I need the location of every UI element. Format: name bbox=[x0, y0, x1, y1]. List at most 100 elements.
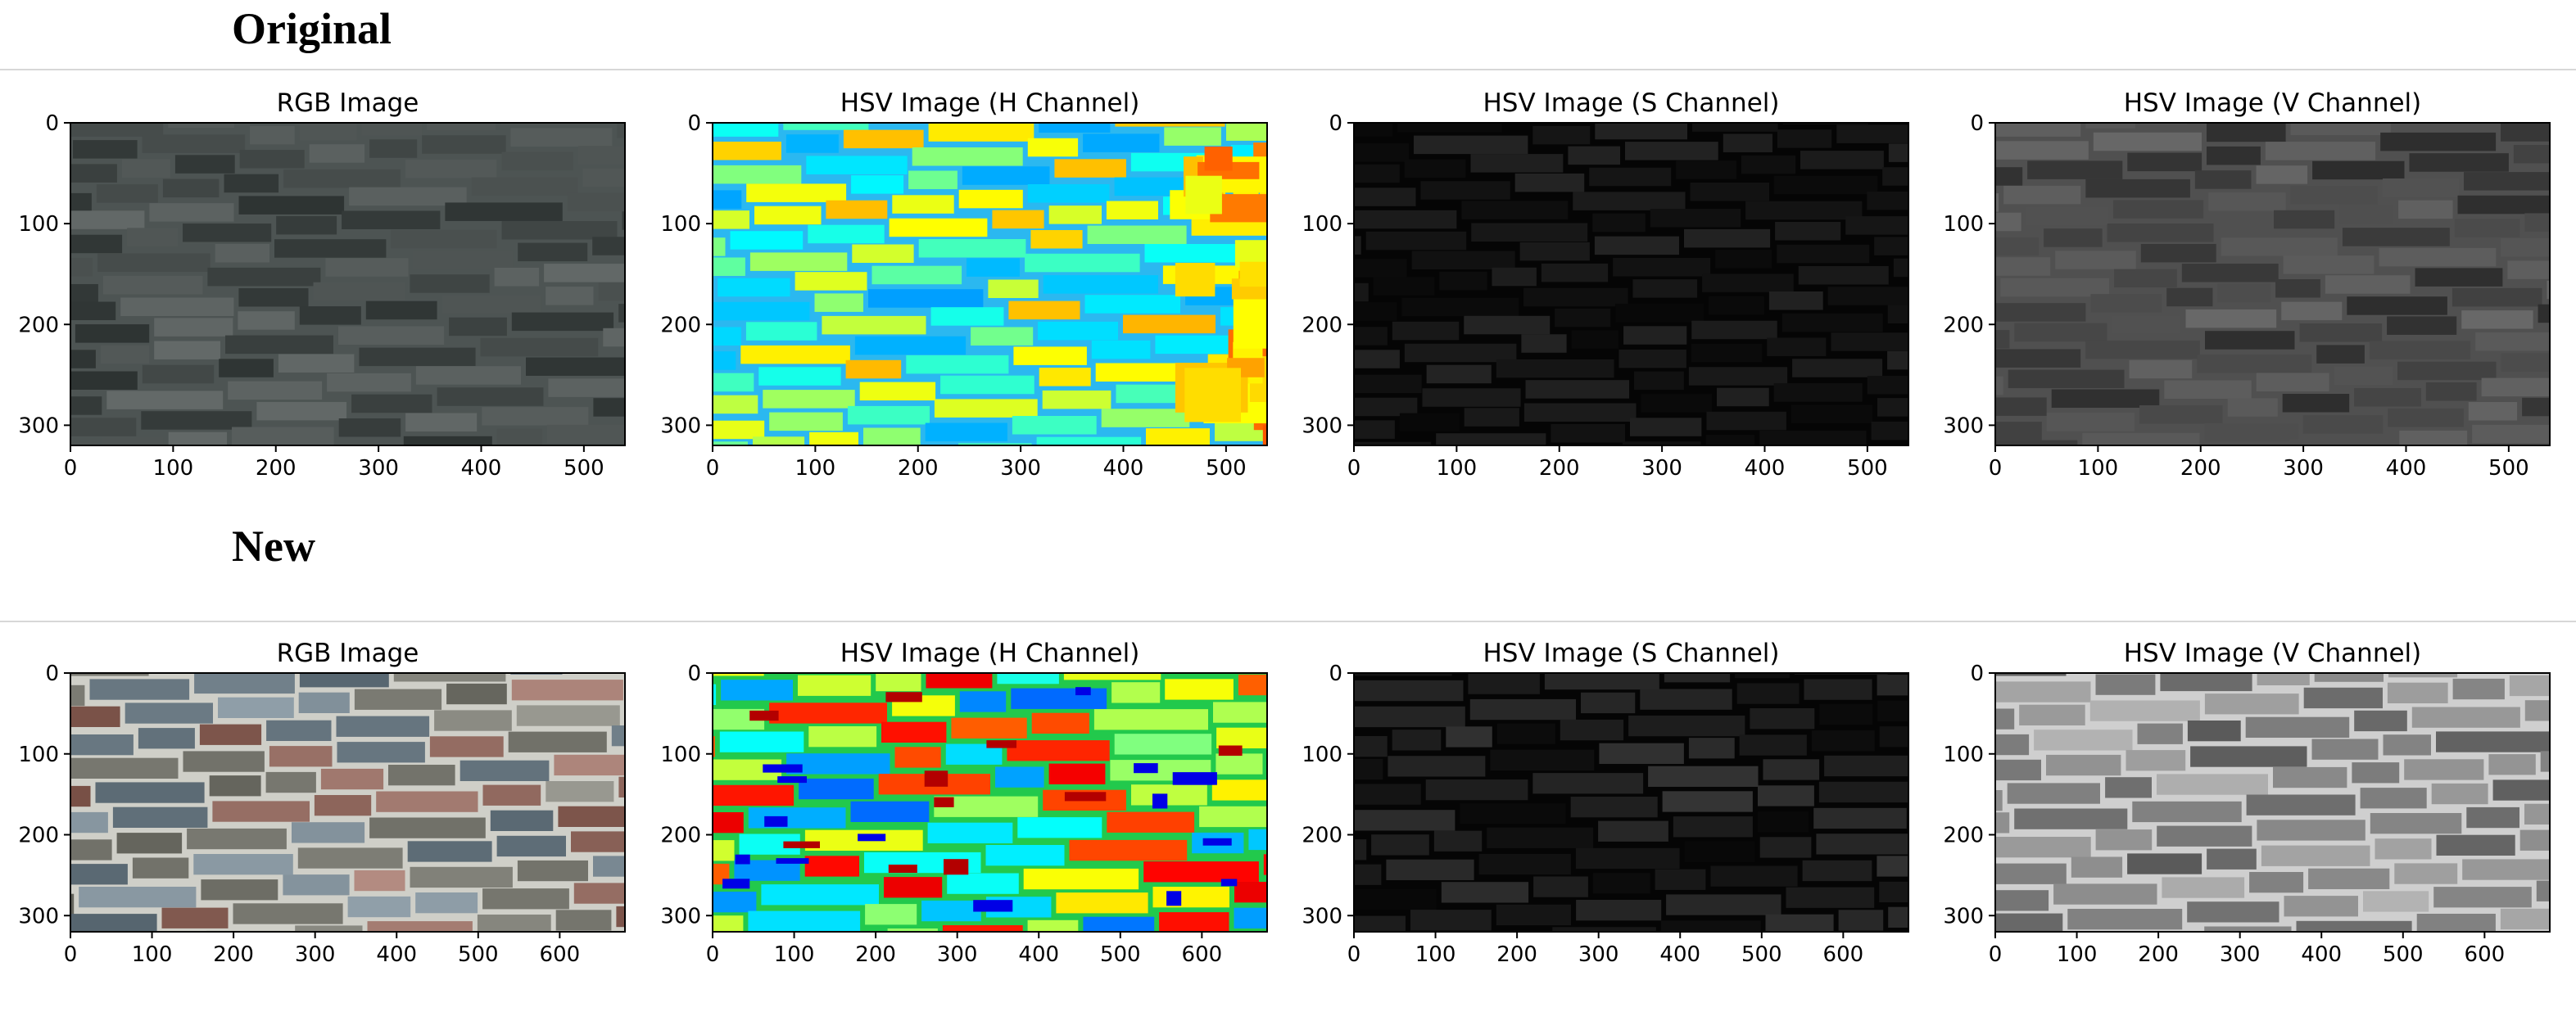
axes-frame bbox=[70, 122, 626, 446]
y-tick-label: 0 bbox=[45, 111, 59, 136]
y-tick-label: 200 bbox=[1943, 313, 1984, 337]
x-tick-label: 100 bbox=[132, 942, 173, 967]
axes-frame bbox=[1353, 672, 1909, 933]
axes-frame bbox=[712, 122, 1268, 446]
y-tick-label: 100 bbox=[1943, 212, 1984, 237]
x-tick-label: 500 bbox=[1847, 456, 1888, 481]
rgb-wall-original-image bbox=[70, 123, 625, 445]
rgb-wall-new-image bbox=[70, 673, 625, 932]
v-channel-original-image bbox=[1995, 123, 2550, 445]
y-tick-label: 300 bbox=[1943, 904, 1984, 928]
y-tick-label: 0 bbox=[1970, 111, 1984, 136]
x-tick-label: 200 bbox=[855, 942, 896, 967]
x-tick-label: 0 bbox=[64, 456, 78, 481]
x-tick-label: 100 bbox=[795, 456, 836, 481]
y-tick-label: 200 bbox=[660, 824, 701, 848]
panel-new-3: HSV Image (S Channel) 0 100 200 300 0 100 200 30… bbox=[1288, 630, 1925, 973]
x-tick-label: 500 bbox=[1100, 942, 1141, 967]
panel-title: HSV Image (V Channel) bbox=[2124, 639, 2422, 668]
x-tick-label: 200 bbox=[898, 456, 939, 481]
x-tick-label: 400 bbox=[1659, 942, 1700, 967]
x-tick-label: 500 bbox=[458, 942, 499, 967]
x-tick-label: 0 bbox=[706, 456, 720, 481]
x-tick-label: 100 bbox=[153, 456, 194, 481]
panel-original-3: HSV Image (S Channel) 0 100 200 300 0 100 200 30… bbox=[1288, 80, 1925, 486]
x-tick-label: 200 bbox=[2180, 456, 2221, 481]
x-tick-label: 0 bbox=[1347, 456, 1361, 481]
x-tick-label: 300 bbox=[1578, 942, 1619, 967]
axes-frame bbox=[1994, 122, 2551, 446]
panel-title: HSV Image (S Channel) bbox=[1483, 639, 1780, 668]
y-tick-label: 300 bbox=[660, 904, 701, 928]
x-tick-label: 100 bbox=[774, 942, 815, 967]
y-tick-label: 0 bbox=[687, 111, 701, 136]
y-tick-label: 300 bbox=[660, 413, 701, 438]
x-tick-label: 500 bbox=[1206, 456, 1247, 481]
x-tick-label: 500 bbox=[2383, 942, 2424, 967]
y-tick-label: 0 bbox=[1329, 662, 1342, 686]
x-tick-label: 500 bbox=[1741, 942, 1782, 967]
x-tick-label: 600 bbox=[1182, 942, 1223, 967]
x-tick-label: 300 bbox=[1641, 456, 1682, 481]
x-tick-label: 300 bbox=[295, 942, 336, 967]
y-tick-label: 200 bbox=[1943, 824, 1984, 848]
x-tick-label: 200 bbox=[1496, 942, 1537, 967]
x-tick-label: 400 bbox=[461, 456, 502, 481]
x-tick-label: 300 bbox=[358, 456, 399, 481]
panel-original-2: HSV Image (H Channel) 0 100 200 300 0 100 200 30… bbox=[647, 80, 1283, 486]
panel-new-2: HSV Image (H Channel) 0 100 200 300 0 100 200 30… bbox=[647, 630, 1283, 973]
y-tick-label: 100 bbox=[1943, 743, 1984, 767]
x-tick-label: 0 bbox=[64, 942, 78, 967]
y-tick-label: 300 bbox=[1302, 413, 1342, 438]
x-tick-label: 300 bbox=[937, 942, 978, 967]
panel-title: HSV Image (V Channel) bbox=[2124, 88, 2422, 118]
y-tick-label: 0 bbox=[1970, 662, 1984, 686]
x-tick-label: 100 bbox=[2057, 942, 2098, 967]
panel-title: HSV Image (H Channel) bbox=[840, 88, 1140, 118]
axes-frame bbox=[1353, 122, 1909, 446]
x-tick-label: 300 bbox=[1000, 456, 1041, 481]
section-heading-new: New bbox=[232, 522, 315, 571]
y-tick-label: 100 bbox=[18, 743, 59, 767]
x-tick-label: 600 bbox=[540, 942, 581, 967]
y-tick-label: 100 bbox=[660, 743, 701, 767]
x-tick-label: 200 bbox=[1539, 456, 1580, 481]
h-channel-original-image bbox=[713, 123, 1267, 445]
x-tick-label: 300 bbox=[2220, 942, 2261, 967]
panel-new-4: HSV Image (V Channel) 0 100 200 300 0 100 200 30… bbox=[1930, 630, 2566, 973]
y-tick-label: 200 bbox=[1302, 824, 1342, 848]
x-tick-label: 100 bbox=[1437, 456, 1478, 481]
x-tick-label: 600 bbox=[1823, 942, 1864, 967]
y-tick-label: 200 bbox=[660, 313, 701, 337]
x-tick-label: 500 bbox=[2488, 456, 2529, 481]
y-tick-label: 300 bbox=[1302, 904, 1342, 928]
x-tick-label: 200 bbox=[256, 456, 297, 481]
x-tick-label: 400 bbox=[1018, 942, 1059, 967]
x-tick-label: 100 bbox=[2078, 456, 2119, 481]
x-tick-label: 0 bbox=[1989, 942, 2003, 967]
y-tick-label: 200 bbox=[1302, 313, 1342, 337]
y-tick-label: 300 bbox=[18, 904, 59, 928]
y-tick-label: 300 bbox=[1943, 413, 1984, 438]
x-tick-label: 400 bbox=[1745, 456, 1786, 481]
y-tick-label: 200 bbox=[18, 313, 59, 337]
section-heading-original: Original bbox=[232, 4, 392, 53]
y-tick-label: 100 bbox=[1302, 743, 1342, 767]
axes-frame bbox=[1994, 672, 2551, 933]
y-tick-label: 0 bbox=[1329, 111, 1342, 136]
section-divider-new bbox=[0, 621, 2576, 622]
panel-original-4: HSV Image (V Channel) 0 100 200 300 0 100 200 30… bbox=[1930, 80, 2566, 486]
panel-title: HSV Image (H Channel) bbox=[840, 639, 1140, 668]
h-channel-new-image bbox=[713, 673, 1267, 932]
panel-title: RGB Image bbox=[277, 639, 419, 668]
x-tick-label: 100 bbox=[1415, 942, 1456, 967]
x-tick-label: 0 bbox=[706, 942, 720, 967]
x-tick-label: 400 bbox=[1103, 456, 1144, 481]
